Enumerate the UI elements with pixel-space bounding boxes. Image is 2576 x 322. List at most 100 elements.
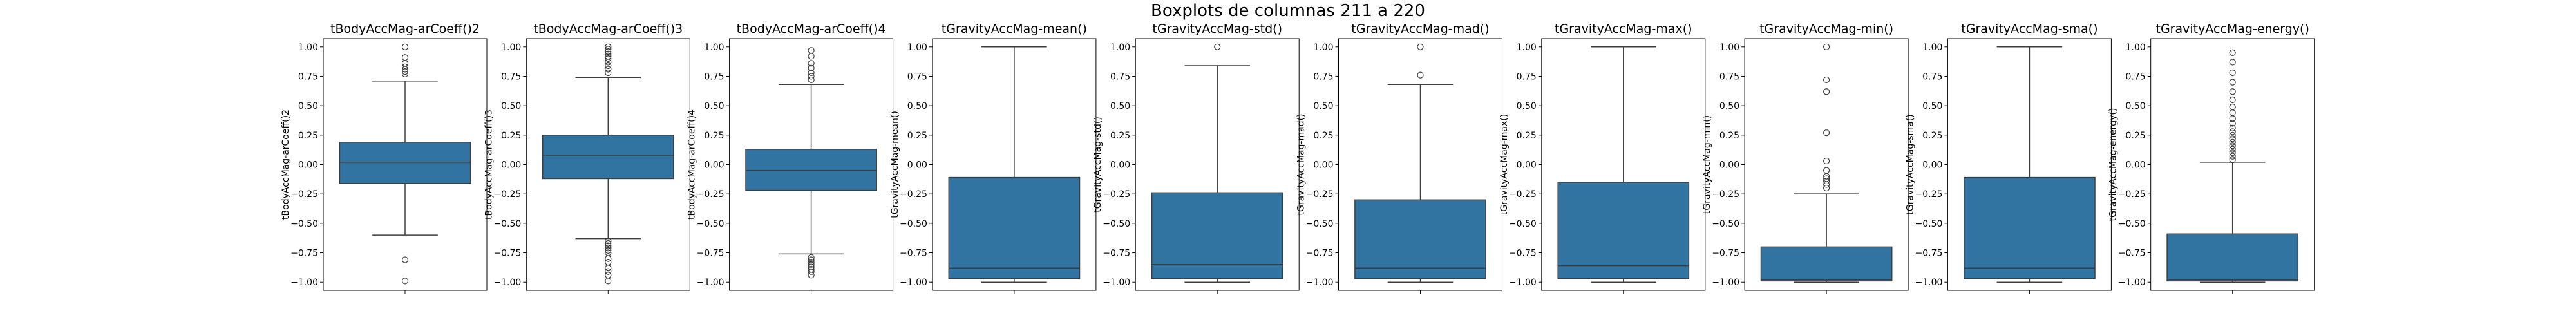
y-tick-label: −0.25 — [2118, 189, 2146, 200]
outlier-point — [605, 268, 612, 275]
outlier-point — [401, 278, 409, 285]
y-tick-label: −0.50 — [1915, 219, 1942, 229]
plot-frame — [526, 38, 690, 291]
panel-title: tGravityAccMag-sma() — [1961, 22, 2098, 36]
outlier-point — [2229, 109, 2236, 117]
outlier-point — [808, 69, 815, 77]
boxplot-panel: tGravityAccMag-sma() −1.00 −0.75 −0.50 −0.25… — [1905, 22, 2112, 294]
outlier-point — [2229, 131, 2236, 138]
y-tick-label: 0.75 — [1313, 71, 1333, 82]
y-tick-label: 0.25 — [1110, 131, 1130, 141]
outlier-point — [808, 272, 815, 279]
outlier-point — [605, 245, 612, 252]
y-tick-label: −1.00 — [697, 278, 724, 288]
y-tick-label: 1.00 — [298, 43, 318, 53]
panel-title: tGravityAccMag-min() — [1759, 22, 1893, 36]
y-tick-label: 1.00 — [907, 43, 927, 53]
outlier-point — [2229, 156, 2236, 164]
y-tick-label: 0.75 — [907, 71, 927, 82]
y-tick-label: 0.25 — [1922, 131, 1942, 141]
y-tick-label: −0.75 — [1915, 249, 1942, 259]
plot-frame — [323, 38, 488, 291]
y-tick-label: −0.50 — [1306, 219, 1334, 229]
outlier-point — [808, 254, 815, 261]
outlier-point — [1214, 43, 1221, 50]
outlier-point — [605, 278, 612, 285]
outlier-point — [605, 55, 612, 62]
y-tick-label: −0.50 — [1509, 219, 1537, 229]
outlier-point — [1823, 167, 1830, 174]
boxplot-panel: tGravityAccMag-mean() −1.00 −0.75 −0.50 −0.2… — [890, 22, 1097, 294]
y-axis-label: tGravityAccMag-std() — [1093, 117, 1103, 213]
y-tick-label: −0.25 — [493, 189, 521, 200]
figure-title: Boxplots de columnas 211 a 220 — [1151, 1, 1425, 21]
y-tick-label: −0.25 — [1306, 189, 1334, 200]
outlier-point — [1823, 184, 1830, 192]
outlier-point — [401, 43, 409, 50]
boxplot-panel: tGravityAccMag-std() −1.00 −0.75 −0.50 −0.25… — [1093, 22, 1300, 294]
boxplot-panel: tBodyAccMag-arCoeff()4 −1.00 −0.75 −0.50 −0.… — [687, 22, 894, 294]
y-tick-label: −0.75 — [2118, 249, 2146, 259]
y-tick-label: 0.25 — [907, 131, 927, 141]
y-tick-label: 0.75 — [1719, 71, 1739, 82]
outlier-point — [605, 259, 612, 266]
outlier-point — [2229, 128, 2236, 135]
y-tick-label: −0.75 — [697, 249, 724, 259]
outlier-point — [605, 255, 612, 262]
outlier-point — [2229, 69, 2236, 77]
panel-title: tGravityAccMag-energy() — [2156, 22, 2309, 36]
y-axis-label: tBodyAccMag-arCoeff()3 — [484, 109, 494, 220]
y-tick-label: −0.25 — [290, 189, 318, 200]
outlier-point — [2229, 149, 2236, 156]
outlier-point — [808, 53, 815, 60]
y-tick-label: −1.00 — [290, 278, 318, 288]
iqr-box — [1151, 192, 1283, 279]
plot-frame — [729, 38, 894, 291]
outlier-point — [605, 238, 612, 245]
outlier-point — [2229, 142, 2236, 149]
y-tick-label: −0.75 — [1712, 249, 1739, 259]
panel-title: tGravityAccMag-mean() — [942, 22, 1087, 36]
plot-frame — [1947, 38, 2112, 291]
outlier-point — [605, 66, 612, 73]
y-tick-label: 0.00 — [2126, 160, 2146, 171]
y-axis-label: tGravityAccMag-mean() — [890, 111, 900, 218]
outlier-point — [2229, 79, 2236, 86]
y-tick-label: 0.75 — [2126, 71, 2146, 82]
y-tick-label: 0.75 — [501, 71, 521, 82]
y-tick-label: 0.50 — [1719, 101, 1739, 111]
outlier-point — [401, 63, 409, 70]
iqr-box — [1760, 246, 1893, 282]
y-tick-label: 0.50 — [1313, 101, 1333, 111]
plot-frame — [1135, 38, 1300, 291]
outlier-point — [401, 54, 409, 61]
outlier-point — [401, 70, 409, 77]
y-tick-label: 0.50 — [1517, 101, 1537, 111]
iqr-box — [2166, 233, 2299, 282]
y-tick-label: 0.75 — [1110, 71, 1130, 82]
y-tick-label: 0.00 — [1313, 160, 1333, 171]
outlier-point — [1823, 43, 1830, 50]
y-tick-label: −0.50 — [1712, 219, 1739, 229]
y-tick-label: 0.50 — [1922, 101, 1942, 111]
outlier-point — [1823, 175, 1830, 182]
outlier-point — [808, 256, 815, 263]
iqr-box — [542, 135, 674, 180]
outlier-point — [401, 60, 409, 67]
outlier-point — [401, 68, 409, 75]
y-tick-label: 1.00 — [1922, 43, 1942, 53]
y-tick-label: −1.00 — [2118, 278, 2146, 288]
y-tick-label: −0.25 — [1509, 189, 1537, 200]
y-tick-label: 0.25 — [1517, 131, 1537, 141]
outlier-point — [808, 261, 815, 268]
boxplot-panel: tGravityAccMag-energy() −1.00 −0.75 −0.50 −0… — [2108, 22, 2315, 294]
outlier-point — [605, 46, 612, 53]
y-tick-label: −0.75 — [1103, 249, 1130, 259]
y-tick-label: 0.50 — [1110, 101, 1130, 111]
panel-title: tGravityAccMag-mad() — [1351, 22, 1489, 36]
y-tick-label: 1.00 — [2126, 43, 2146, 53]
y-tick-label: 0.25 — [298, 131, 318, 141]
y-tick-label: −0.25 — [1915, 189, 1942, 200]
outlier-point — [1823, 88, 1830, 95]
